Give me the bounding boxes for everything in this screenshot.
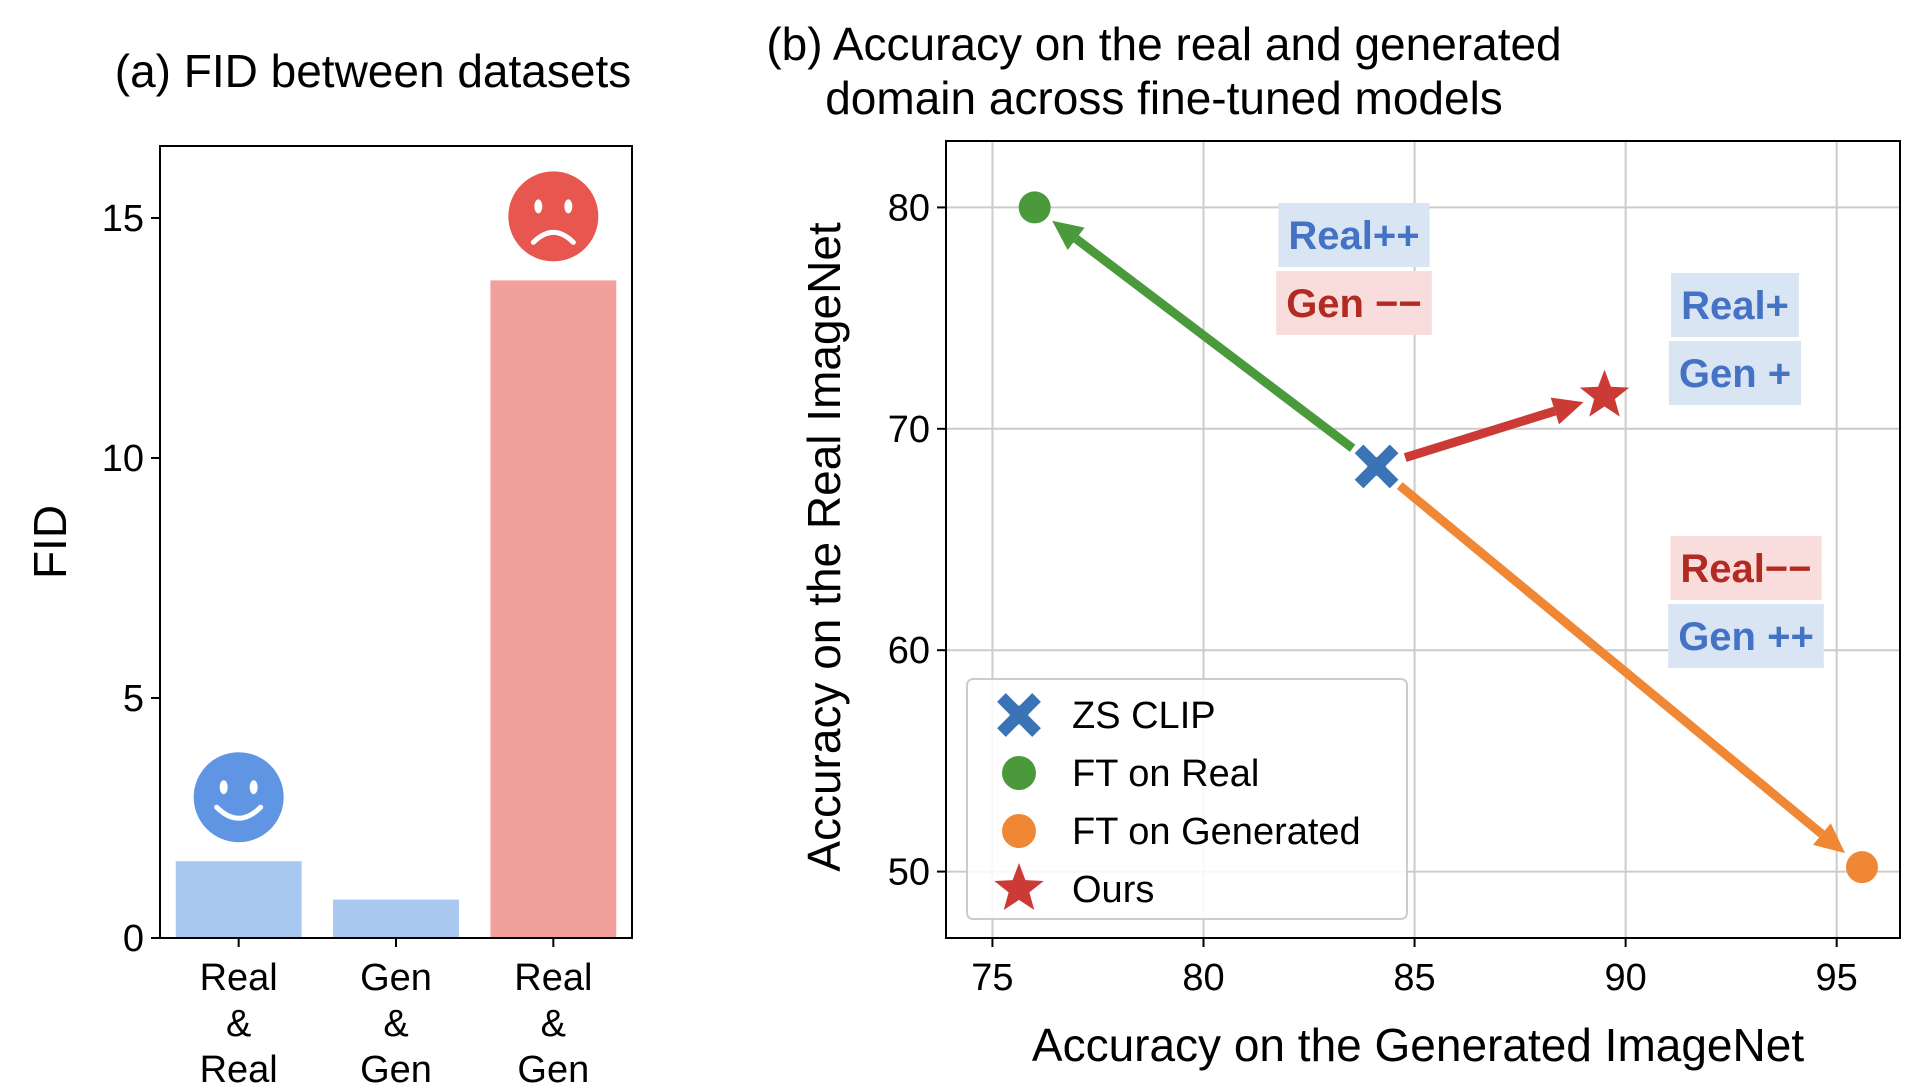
x-tick-label: 80	[1182, 957, 1224, 999]
legend-entry: FT on Generated	[1002, 811, 1361, 853]
happy-face-icon	[193, 752, 284, 843]
arrow-1	[1403, 397, 1584, 462]
x-tick-label: Real	[514, 957, 592, 999]
chart-b-y-axis-label: Accuracy on the Real ImageNet	[798, 222, 850, 872]
face-eye	[534, 199, 543, 214]
sad-face-icon	[508, 171, 599, 262]
chart-b-title-line-2: domain across fine-tuned models	[825, 72, 1503, 124]
arrow-head	[1052, 220, 1085, 250]
face-mouth	[214, 804, 264, 821]
point-ft-on-real	[1018, 191, 1051, 224]
bar-0	[175, 861, 302, 938]
x-tick-label: &	[383, 1003, 408, 1045]
annotation-bg	[1278, 203, 1430, 267]
annotation-2-line-0: Real−−	[1670, 536, 1822, 600]
legend-marker	[1002, 814, 1036, 848]
annotation-2-line-1: Gen ++	[1668, 604, 1824, 668]
y-tick-label: 15	[102, 198, 144, 240]
point-zs-clip	[1351, 440, 1403, 492]
arrow-shaft	[1403, 406, 1557, 462]
annotation-text: Real+	[1681, 284, 1789, 328]
face-eye	[249, 780, 258, 795]
x-tick-label: Gen	[360, 957, 432, 999]
bar-2	[490, 280, 617, 938]
legend-label: Ours	[1072, 869, 1154, 911]
annotation-bg	[1670, 536, 1822, 600]
legend-entry: ZS CLIP	[993, 689, 1216, 741]
y-tick-label: 60	[888, 630, 930, 672]
legend-marker	[1002, 756, 1036, 790]
legend-entry: Ours	[994, 863, 1154, 911]
arrow-shaft	[1073, 235, 1356, 452]
point-ft-on-generated	[1846, 851, 1879, 884]
annotation-text: Real++	[1288, 214, 1419, 258]
annotation-text: Real−−	[1680, 547, 1811, 591]
arrow-head	[1550, 397, 1584, 425]
chart-b-x-axis-label: Accuracy on the Generated ImageNet	[1032, 1019, 1804, 1071]
x-tick-label: 85	[1393, 957, 1435, 999]
accuracy-scatter-chart: (b) Accuracy on the real and generated d…	[766, 18, 1901, 1071]
x-tick-label: 95	[1816, 957, 1858, 999]
legend-entry: FT on Real	[1002, 753, 1259, 795]
annotation-text: Gen ++	[1678, 615, 1814, 659]
face-circle	[193, 752, 284, 843]
legend-marker	[994, 863, 1044, 911]
face-mouth	[530, 229, 576, 245]
y-tick-label: 70	[888, 409, 930, 451]
legend-label: FT on Generated	[1072, 811, 1361, 853]
legend-label: FT on Real	[1072, 753, 1259, 795]
x-tick-label: 75	[971, 957, 1013, 999]
x-tick-label: &	[226, 1003, 251, 1045]
y-tick-label: 10	[102, 438, 144, 480]
x-tick-label: Real	[200, 957, 278, 999]
legend-box	[966, 678, 1408, 920]
x-tick-label: Gen	[360, 1049, 432, 1091]
arrow-shaft	[1396, 482, 1825, 838]
chart-a-y-axis-label: FID	[24, 505, 76, 579]
annotation-text: Gen −−	[1286, 282, 1422, 326]
annotation-bg	[1668, 604, 1824, 668]
y-tick-label: 5	[123, 678, 144, 720]
arrow-head	[1812, 823, 1846, 854]
arrow-2	[1396, 482, 1846, 854]
annotation-bg	[1276, 271, 1432, 335]
chart-a-title: (a) FID between datasets	[115, 45, 631, 97]
annotation-1-line-1: Gen +	[1668, 341, 1802, 405]
x-tick-label: &	[541, 1003, 566, 1045]
annotation-bg	[1668, 341, 1802, 405]
face-eye	[219, 780, 228, 795]
chart-b-title-line-1: (b) Accuracy on the real and generated	[766, 18, 1561, 70]
bar-1	[333, 899, 459, 938]
x-tick-label: 90	[1604, 957, 1646, 999]
annotation-text: Gen +	[1679, 352, 1791, 396]
y-tick-label: 80	[888, 187, 930, 229]
legend-label: ZS CLIP	[1072, 695, 1216, 737]
legend-marker	[993, 689, 1045, 741]
chart-b-axes-frame	[945, 140, 1901, 939]
annotation-bg	[1671, 273, 1799, 337]
x-tick-label: Gen	[517, 1049, 589, 1091]
y-tick-label: 0	[123, 918, 144, 960]
face-eye	[564, 199, 573, 214]
annotation-1-line-0: Real+	[1671, 273, 1799, 337]
annotation-0-line-1: Gen −−	[1276, 271, 1432, 335]
x-tick-label: Real	[200, 1049, 278, 1091]
annotation-0-line-0: Real++	[1278, 203, 1430, 267]
point-ours	[1579, 369, 1630, 417]
arrow-0	[1052, 220, 1356, 452]
face-circle	[508, 171, 599, 262]
y-tick-label: 50	[888, 852, 930, 894]
